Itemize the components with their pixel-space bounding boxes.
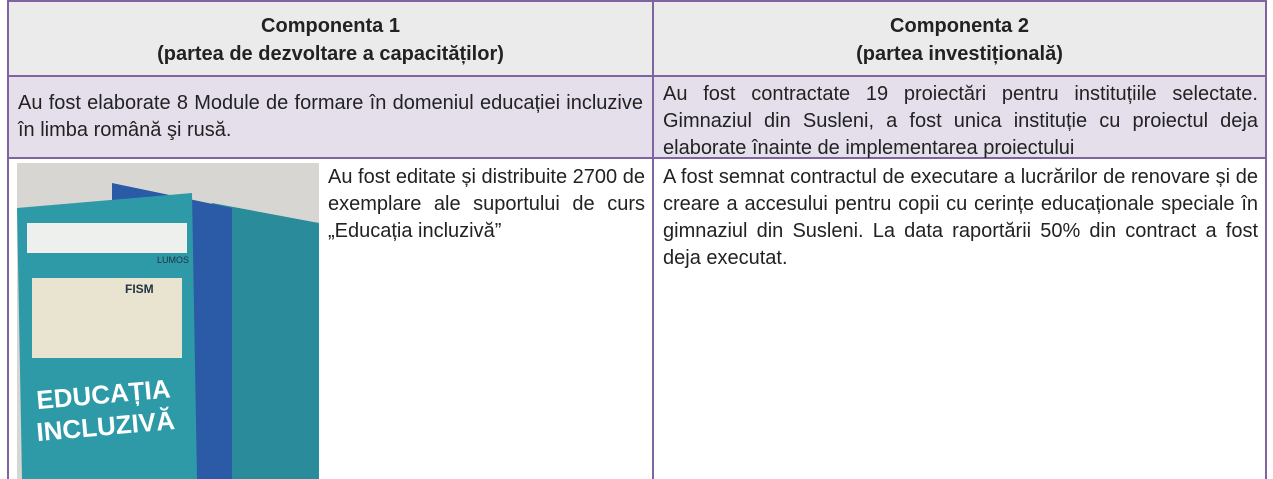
cell-text: Au fost contractate 19 proiectări pentru… [663, 83, 1258, 159]
header-cell: Componenta 2 (partea investițională) [653, 0, 1266, 77]
header-subtitle: (partea investițională) [856, 43, 1063, 65]
logo: LUMOS [157, 255, 189, 265]
cell-text: Au fost editate și distribuite 2700 de e… [328, 166, 645, 242]
cell-text: Au fost elaborate 8 Module de formare în… [18, 92, 643, 141]
cell: Au fost contractate 19 proiectări pentru… [653, 77, 1266, 159]
border [652, 0, 654, 479]
header-title: Componenta 1 [261, 15, 400, 37]
border [1265, 0, 1267, 479]
cell: Au fost elaborate 8 Module de formare în… [8, 77, 653, 159]
header-subtitle: (partea de dezvoltare a capacităților) [157, 43, 504, 65]
book-photo: FISM LUMOS EDUCAȚIA INCLUZIVĂ [17, 163, 319, 479]
cell-text: A fost semnat contractul de executare a … [663, 166, 1258, 269]
header-cell: Componenta 1 (partea de dezvoltare a capa… [8, 0, 653, 77]
logo: FISM [125, 282, 154, 296]
header-title: Componenta 2 [890, 15, 1029, 37]
border [7, 0, 9, 479]
